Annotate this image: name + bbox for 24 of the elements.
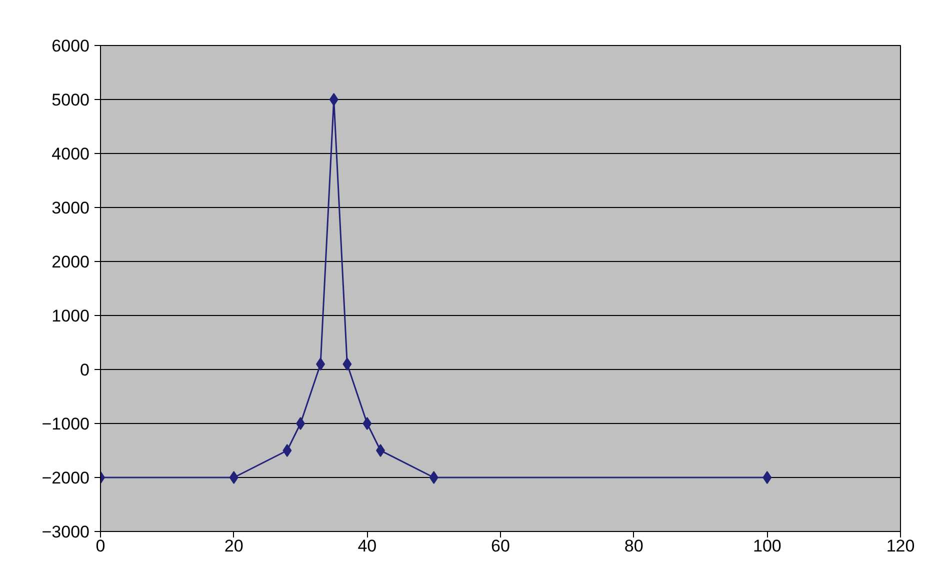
point (342, 358, 352, 371)
point (762, 471, 772, 484)
y-tick-label: −3000 (42, 522, 90, 542)
y-tick-label: 6000 (52, 36, 90, 56)
x-tick-label: 20 (224, 536, 244, 556)
y-tick-label: 1000 (52, 306, 90, 326)
y-tick-label: −1000 (42, 414, 90, 434)
point (229, 471, 238, 484)
x-tick-label: 80 (624, 536, 644, 556)
y-tick-label: 4000 (52, 144, 90, 164)
point (282, 444, 292, 457)
y-tick-label: 0 (80, 360, 90, 380)
y-tick-label: 5000 (52, 90, 90, 110)
x-tick-label: 0 (96, 536, 106, 556)
point (429, 471, 438, 484)
x-tick-label: 60 (491, 536, 510, 556)
x-tick-label: 40 (358, 536, 377, 556)
y-tick-label: 2000 (52, 252, 90, 272)
y-tick-label: −2000 (42, 468, 90, 488)
x-tick-label: 100 (752, 536, 782, 556)
y-tick-label: 3000 (52, 198, 90, 218)
x-tick-label: 120 (886, 536, 915, 556)
point (362, 417, 372, 430)
point (329, 93, 338, 106)
